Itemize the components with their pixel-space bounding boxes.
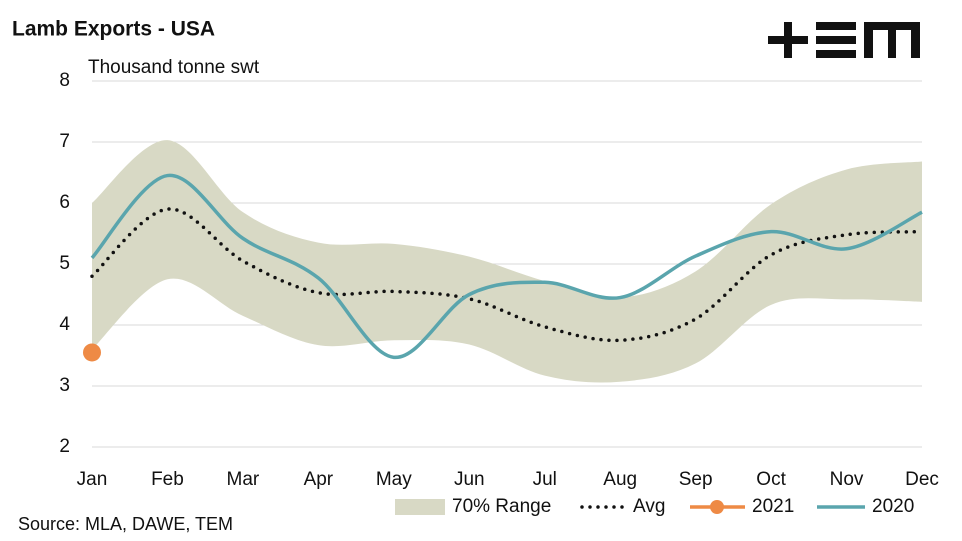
- source: Source: MLA, DAWE, TEM: [18, 514, 233, 534]
- legend-label: 70% Range: [452, 496, 551, 517]
- x-tick-label: Nov: [830, 469, 864, 490]
- x-tick-label: Oct: [756, 469, 786, 490]
- y-tick-label: 4: [59, 314, 70, 335]
- x-tick-label: Jul: [533, 469, 557, 490]
- y-tick-label: 3: [59, 375, 70, 396]
- x-tick-label: Mar: [227, 469, 260, 490]
- x-tick-label: Jun: [454, 469, 485, 490]
- legend-label: 2020: [872, 496, 914, 517]
- legend-swatch: [710, 500, 724, 514]
- line: [90, 173, 923, 360]
- x-tick-label: Feb: [151, 469, 184, 490]
- x-tick-label: Dec: [905, 469, 939, 490]
- legend-label: 2021: [752, 496, 794, 517]
- y-tick-label: 8: [59, 70, 70, 91]
- x-tick-label: Aug: [603, 469, 637, 490]
- chart-subtitle: Thousand tonne swt: [88, 57, 260, 78]
- legend-swatch: [395, 499, 445, 515]
- chart-title: Lamb Exports - USA: [12, 18, 215, 41]
- legend-label: Avg: [633, 496, 665, 517]
- y-tick-label: 6: [59, 192, 70, 213]
- y-tick-label: 7: [59, 131, 70, 152]
- line: [90, 207, 924, 343]
- x-tick-label: Jan: [77, 469, 108, 490]
- logo: [768, 22, 920, 58]
- y-tick-label: 5: [59, 253, 70, 274]
- y-tick-label: 2: [59, 436, 70, 457]
- x-tick-label: Apr: [304, 469, 334, 490]
- range-area: [92, 140, 922, 383]
- x-tick-label: Sep: [679, 469, 713, 490]
- point: [83, 343, 101, 362]
- x-tick-label: May: [376, 469, 412, 490]
